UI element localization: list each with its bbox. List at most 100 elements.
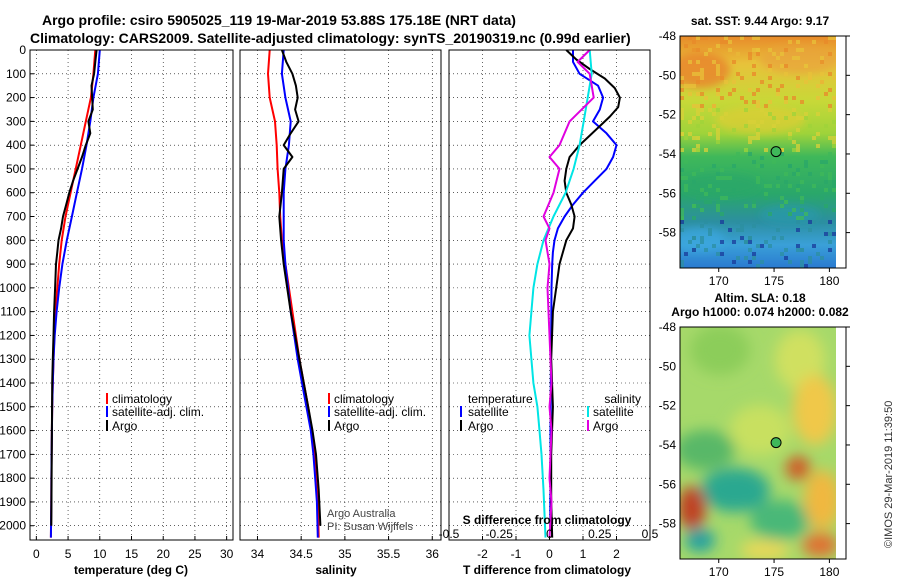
salinity-panel: 34 34.5 35 35.5 36 salinity climatology sate… [239, 49, 442, 577]
y-tick-label: 900 [6, 257, 26, 271]
temperature-axis-ticks: 0 5 10 15 20 25 30 [33, 536, 234, 561]
legend-label-climatology: climatology [334, 392, 394, 406]
series-salinity-argo [542, 49, 595, 538]
t-difference-axis-label: T difference from climatology [463, 563, 631, 577]
y-tick-label: 1600 [0, 424, 26, 438]
salinity-series [267, 49, 322, 538]
legend-label-satellite: satellite-adj. clim. [112, 405, 204, 419]
map-y-tick-label: -48 [659, 320, 677, 334]
s-tick-label: -0.25 [486, 527, 514, 541]
x-tick-label: 35.5 [377, 547, 401, 561]
map-y-tick-label: -58 [659, 517, 677, 531]
difference-series [528, 49, 621, 538]
series-satellite-adj-clim- [49, 49, 101, 538]
temperature-series [49, 49, 101, 538]
x-tick-label: 15 [125, 547, 139, 561]
salinity-grid [240, 49, 441, 540]
s-tick-label: 0.5 [642, 527, 659, 541]
map-y-tick-label: -54 [659, 147, 677, 161]
sla-map: Altim. SLA: 0.18 Argo h1000: 0.074 h2000… [659, 291, 850, 579]
argo-float-marker [770, 146, 782, 158]
legend-title-temperature: temperature [468, 392, 533, 406]
sst-map-frame [679, 35, 847, 269]
map-x-tick-label: 175 [764, 274, 784, 288]
y-tick-label: 700 [6, 210, 26, 224]
copyright-watermark: ©IMOS 29-Mar-2019 11:39:50 [883, 401, 895, 548]
x-tick-label: 0 [33, 547, 40, 561]
salinity-legend: climatology satellite-adj. clim. Argo [328, 392, 426, 433]
x-tick-label: 10 [93, 547, 107, 561]
x-tick-label: -1 [511, 547, 522, 561]
difference-legend: temperature satellite Argo salinity sate… [460, 392, 641, 433]
legend-label-t-argo: Argo [468, 419, 494, 433]
y-tick-label: 1100 [0, 305, 26, 319]
map-y-tick-label: -56 [659, 477, 677, 491]
x-tick-label: 1 [580, 547, 587, 561]
x-tick-label: -2 [477, 547, 488, 561]
series-argo [278, 49, 322, 526]
sla-field [680, 327, 836, 559]
x-tick-label: 2 [613, 547, 620, 561]
series-salinity-satellite [528, 49, 593, 538]
legend-label-argo: Argo [334, 419, 360, 433]
map-y-tick-label: -56 [659, 186, 677, 200]
x-tick-label: 34 [251, 547, 265, 561]
legend-label-climatology: climatology [112, 392, 172, 406]
x-tick-label: 5 [65, 547, 72, 561]
sla-map-ticks: -48 -50 -52 -54 -56 -58 170 175 180 [659, 320, 850, 579]
sst-map: sat. SST: 9.44 Argo: 9.17 -48 -50 -52 -54 -5… [659, 14, 850, 288]
series-argo [50, 49, 98, 526]
x-tick-label: 34.5 [289, 547, 313, 561]
sst-field [680, 36, 836, 268]
x-tick-label: 20 [157, 547, 171, 561]
map-y-tick-label: -58 [659, 226, 677, 240]
map-x-tick-label: 175 [764, 565, 784, 579]
map-y-tick-label: -50 [659, 359, 677, 373]
map-x-tick-label: 180 [819, 565, 839, 579]
series-climatology [267, 49, 320, 538]
x-tick-label: 36 [426, 547, 440, 561]
x-tick-label: 30 [220, 547, 234, 561]
y-tick-label: 1400 [0, 376, 26, 390]
s-tick-label: 0.25 [588, 527, 612, 541]
y-tick-label: 2000 [0, 519, 26, 533]
x-tick-label: 35 [338, 547, 352, 561]
y-tick-label: 1900 [0, 495, 26, 509]
difference-panel: -2 -1 0 1 2 -0.5 -0.25 0 0.25 0.5 S difference f… [439, 49, 659, 577]
s-difference-axis-label: S difference from climatology [463, 513, 632, 527]
legend-label-satellite: satellite-adj. clim. [334, 405, 426, 419]
sla-map-frame [679, 326, 847, 560]
sst-pixel-noise [680, 36, 836, 268]
legend-label-t-satellite: satellite [468, 405, 509, 419]
map-y-tick-label: -52 [659, 108, 677, 122]
y-tick-label: 100 [6, 67, 26, 81]
y-tick-label: 200 [6, 91, 26, 105]
legend-title-salinity: salinity [604, 392, 641, 406]
s-tick-label: -0.5 [439, 527, 460, 541]
y-tick-label: 500 [6, 162, 26, 176]
x-tick-label: 25 [188, 547, 202, 561]
x-tick-label: 0 [546, 547, 553, 561]
temperature-axis-label: temperature (deg C) [74, 563, 188, 577]
temperature-panel: 0100200300400500600700800900100011001200… [0, 43, 234, 577]
y-tick-label: 1800 [0, 471, 26, 485]
legend-label-s-argo: Argo [593, 419, 619, 433]
y-tick-label: 800 [6, 233, 26, 247]
map-y-tick-label: -48 [659, 29, 677, 43]
temperature-legend: climatology satellite-adj. clim. Argo [106, 392, 204, 433]
map-x-tick-label: 170 [709, 274, 729, 288]
y-tick-label: 1300 [0, 352, 26, 366]
pi-annotation: PI: Susan Wijffels [327, 521, 413, 533]
legend-label-argo: Argo [112, 419, 138, 433]
s-difference-axis-ticks: -0.5 -0.25 0 0.25 0.5 [439, 527, 659, 541]
temperature-grid [30, 49, 233, 540]
map-x-tick-label: 170 [709, 565, 729, 579]
y-tick-label: 300 [6, 114, 26, 128]
figure-title-line-1: Argo profile: csiro 5905025_119 19-Mar-2… [42, 12, 516, 28]
salinity-axis-ticks: 34 34.5 35 35.5 36 [251, 536, 439, 561]
sla-map-title: Altim. SLA: 0.18 [714, 291, 806, 305]
sst-map-title: sat. SST: 9.44 Argo: 9.17 [691, 14, 830, 28]
map-y-tick-label: -50 [659, 68, 677, 82]
y-tick-label: 1700 [0, 447, 26, 461]
salinity-axes-frame [239, 49, 442, 541]
